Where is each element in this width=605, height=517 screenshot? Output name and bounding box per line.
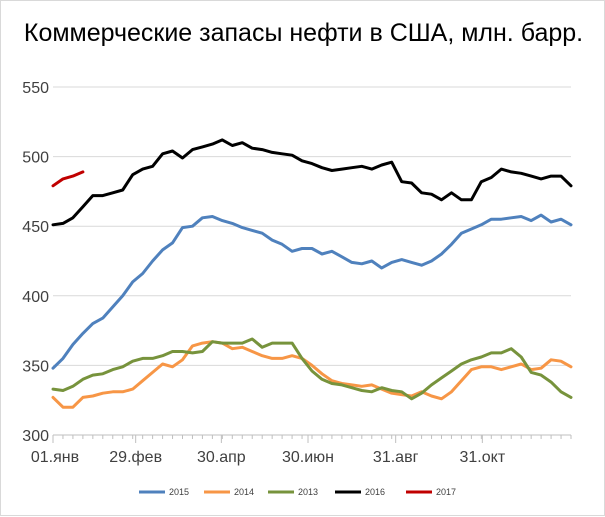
series-line-2016 bbox=[51, 138, 573, 227]
x-axis: 01.янв 29.фев 30.апр 30.июн 31.авг 31.окт bbox=[31, 434, 572, 466]
x-tick-label: 31.окт bbox=[460, 449, 506, 466]
y-tick-label-300: 300 bbox=[22, 428, 49, 445]
series-line-2014 bbox=[51, 340, 573, 409]
x-tick-label: 01.янв bbox=[31, 449, 79, 466]
gridlines bbox=[53, 86, 571, 366]
y-tick-label-500: 500 bbox=[22, 150, 49, 167]
y-tick-label-350: 350 bbox=[22, 358, 49, 375]
series-line-2017 bbox=[51, 170, 85, 188]
y-axis-ticks: 300 350 400 450 500 550 bbox=[22, 80, 49, 445]
y-tick-label-400: 400 bbox=[22, 289, 49, 306]
series-line-2015 bbox=[51, 213, 573, 370]
x-tick-label: 29.фев bbox=[109, 449, 162, 466]
legend-label-2015: 2015 bbox=[169, 487, 189, 497]
y-tick-label-550: 550 bbox=[22, 80, 49, 97]
series-line-2013 bbox=[51, 337, 573, 401]
chart-title: Коммерческие запасы нефти в США, млн. ба… bbox=[23, 19, 584, 47]
legend: 2015 2014 2013 2016 2017 bbox=[139, 487, 456, 497]
legend-label-2016: 2016 bbox=[365, 487, 385, 497]
x-tick-label: 31.авг bbox=[373, 449, 419, 466]
series-lines bbox=[51, 138, 573, 409]
x-tick-label: 30.апр bbox=[197, 449, 246, 466]
legend-label-2017: 2017 bbox=[436, 487, 456, 497]
legend-label-2014: 2014 bbox=[234, 487, 254, 497]
legend-label-2013: 2013 bbox=[298, 487, 318, 497]
y-tick-label-450: 450 bbox=[22, 219, 49, 236]
x-tick-label: 30.июн bbox=[282, 449, 334, 466]
